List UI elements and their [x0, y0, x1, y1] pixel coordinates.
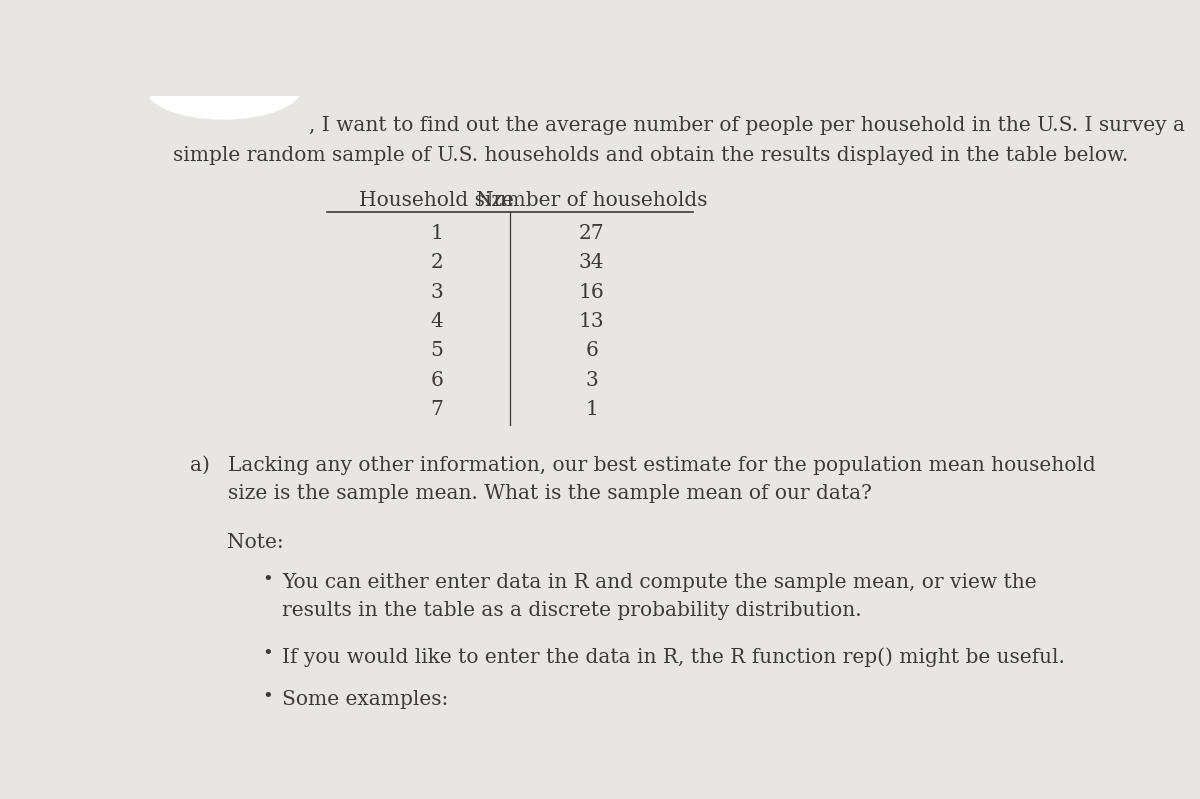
Text: You can either enter data in R and compute the sample mean, or view the: You can either enter data in R and compu… [282, 573, 1037, 592]
Text: •: • [263, 688, 274, 706]
Text: a): a) [191, 456, 210, 475]
Text: Number of households: Number of households [476, 191, 708, 210]
Text: 3: 3 [431, 283, 443, 302]
Text: 2: 2 [431, 253, 443, 272]
Text: •: • [263, 645, 274, 663]
Text: 6: 6 [586, 341, 598, 360]
Text: Note:: Note: [228, 533, 284, 552]
Text: 27: 27 [578, 225, 605, 243]
Text: size is the sample mean. What is the sample mean of our data?: size is the sample mean. What is the sam… [228, 484, 871, 503]
Text: 13: 13 [578, 312, 605, 331]
Text: Household size: Household size [359, 191, 514, 210]
Text: 4: 4 [431, 312, 443, 331]
Text: 5: 5 [431, 341, 443, 360]
Ellipse shape [146, 58, 301, 119]
Text: 7: 7 [431, 400, 443, 419]
Text: , I want to find out the average number of people per household in the U.S. I su: , I want to find out the average number … [308, 116, 1184, 135]
Text: 16: 16 [578, 283, 605, 302]
Text: results in the table as a discrete probability distribution.: results in the table as a discrete proba… [282, 601, 862, 620]
Text: 3: 3 [586, 371, 598, 389]
Text: 1: 1 [586, 400, 598, 419]
Text: Some examples:: Some examples: [282, 690, 448, 710]
Text: simple random sample of U.S. households and obtain the results displayed in the : simple random sample of U.S. households … [173, 146, 1128, 165]
Text: 34: 34 [580, 253, 605, 272]
Text: 6: 6 [431, 371, 443, 389]
Text: 1: 1 [431, 225, 443, 243]
Text: •: • [263, 571, 274, 589]
Text: If you would like to enter the data in R, the R function rep() might be useful.: If you would like to enter the data in R… [282, 647, 1064, 667]
Text: Lacking any other information, our best estimate for the population mean househo: Lacking any other information, our best … [228, 456, 1096, 475]
